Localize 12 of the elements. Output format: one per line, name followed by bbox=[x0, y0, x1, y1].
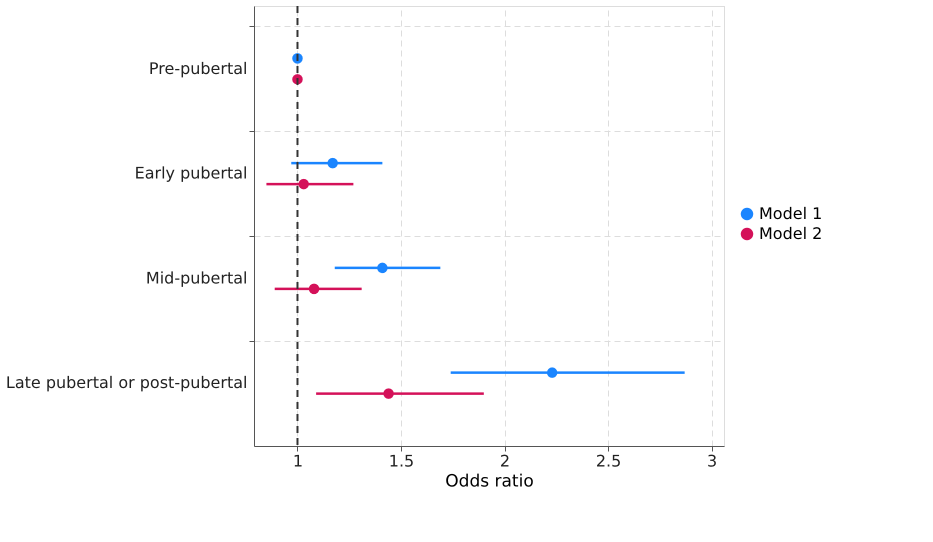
legend-label: Model 2 bbox=[759, 224, 822, 243]
y-tick-label: Late pubertal or post-pubertal bbox=[6, 373, 248, 392]
y-tick-label: Mid-pubertal bbox=[146, 268, 248, 288]
x-tick-label: 2.5 bbox=[596, 452, 622, 470]
x-tick-label: 2 bbox=[500, 452, 510, 470]
x-tick-label: 3 bbox=[706, 452, 718, 470]
legend-label: Model 1 bbox=[759, 204, 822, 223]
x-tick-label: 1.5 bbox=[388, 452, 414, 470]
x-tick-label: 1 bbox=[292, 452, 304, 470]
y-tick-label: Early pubertal bbox=[134, 164, 248, 183]
x-axis-title: Odds ratio bbox=[445, 472, 534, 492]
y-tick-label: Pre-pubertal bbox=[148, 58, 248, 78]
